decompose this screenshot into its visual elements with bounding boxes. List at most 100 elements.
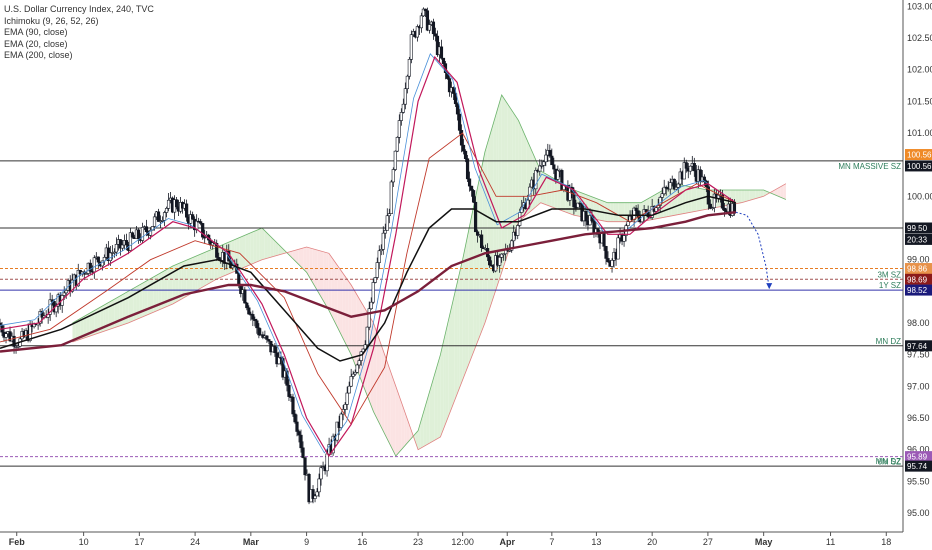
ichimoku-cloud-segment bbox=[175, 263, 179, 303]
candle-body bbox=[369, 301, 373, 310]
candle-body bbox=[606, 258, 610, 262]
candle-body bbox=[596, 228, 600, 235]
candle-body bbox=[373, 277, 377, 283]
ichimoku-cloud-segment bbox=[128, 289, 131, 323]
candle-body bbox=[385, 215, 389, 231]
ichimoku-cloud-segment bbox=[392, 378, 396, 456]
candle-body bbox=[654, 207, 658, 212]
candle-body bbox=[273, 346, 277, 353]
candle-body bbox=[293, 413, 297, 423]
ichimoku-cloud-segment bbox=[94, 308, 98, 335]
candle-body bbox=[351, 373, 355, 377]
ichimoku-cloud-segment bbox=[86, 313, 90, 338]
ichimoku-cloud-segment bbox=[431, 373, 435, 442]
candle-body bbox=[40, 311, 44, 318]
ichimoku-cloud-segment bbox=[97, 307, 101, 334]
candle-body bbox=[447, 78, 452, 93]
ichimoku-cloud-segment bbox=[376, 330, 380, 423]
ichimoku-cloud-segment bbox=[275, 241, 279, 256]
ichimoku-cloud-segment bbox=[72, 321, 76, 342]
candle-body bbox=[144, 226, 149, 233]
candle-body bbox=[48, 299, 52, 315]
ichimoku-cloud-segment bbox=[540, 171, 544, 204]
projection-path bbox=[735, 211, 770, 289]
candle-body bbox=[377, 250, 381, 263]
ichimoku-cloud-segment bbox=[150, 277, 154, 314]
x-tick-label: Mar bbox=[243, 537, 260, 547]
ichimoku-cloud-segment bbox=[618, 202, 622, 222]
ichimoku-cloud-segment bbox=[259, 228, 262, 261]
ichimoku-cloud-segment bbox=[323, 251, 327, 306]
candle-body bbox=[479, 234, 484, 248]
ichimoku-cloud-segment bbox=[680, 184, 683, 215]
ichimoku-cloud-segment bbox=[384, 354, 388, 440]
candle-body bbox=[371, 282, 375, 303]
candle-body bbox=[255, 320, 259, 329]
ichimoku-cloud-segment bbox=[256, 229, 260, 263]
ichimoku-cloud-segment bbox=[746, 190, 750, 202]
candle-body bbox=[650, 206, 654, 218]
ichimoku-cloud-segment bbox=[242, 235, 246, 268]
candle-body bbox=[435, 35, 440, 56]
candle-body bbox=[267, 339, 271, 342]
price-tag bbox=[905, 222, 932, 234]
level-label: MN DZ bbox=[876, 337, 901, 346]
price-tag bbox=[905, 149, 932, 161]
ichimoku-cloud-segment bbox=[136, 285, 140, 320]
y-tick-label: 95.50 bbox=[907, 476, 930, 486]
ichimoku-cloud-segment bbox=[429, 383, 432, 444]
candle-body bbox=[502, 253, 506, 256]
y-tick-label: 97.50 bbox=[907, 350, 930, 360]
candle-body bbox=[682, 162, 686, 180]
ichimoku-cloud-segment bbox=[381, 346, 385, 434]
ichimoku-cloud-segment bbox=[91, 310, 95, 336]
ichimoku-cloud-segment bbox=[211, 248, 215, 282]
candle-body bbox=[712, 193, 716, 208]
ichimoku-cloud-segment bbox=[142, 281, 145, 318]
candle-body bbox=[425, 10, 430, 31]
candle-body bbox=[339, 413, 343, 428]
x-tick-label: 7 bbox=[549, 537, 554, 547]
candle-body bbox=[199, 221, 203, 224]
candle-body bbox=[297, 431, 301, 436]
candle-body bbox=[335, 421, 339, 441]
candle-body bbox=[552, 164, 556, 170]
price-tag bbox=[905, 273, 932, 285]
candle-body bbox=[96, 256, 100, 263]
candle-body bbox=[301, 447, 305, 458]
ichimoku-cloud-segment bbox=[451, 295, 455, 409]
ichimoku-cloud-segment bbox=[195, 255, 198, 292]
ichimoku-cloud-segment bbox=[379, 338, 382, 429]
ichimoku-cloud-segment bbox=[200, 252, 204, 289]
ichimoku-cloud-segment bbox=[398, 394, 402, 453]
ichimoku-cloud-segment bbox=[172, 264, 176, 304]
candle-body bbox=[556, 170, 560, 180]
ichimoku-cloud-segment bbox=[156, 273, 159, 312]
ichimoku-cloud-segment bbox=[78, 318, 81, 341]
ichimoku-cloud-segment bbox=[471, 205, 474, 359]
candle-body bbox=[367, 308, 371, 328]
ichimoku-cloud-segment bbox=[468, 219, 472, 366]
ichimoku-cloud-segment bbox=[702, 188, 706, 211]
ichimoku-cloud-segment bbox=[599, 199, 602, 221]
ichimoku-cloud-segment bbox=[390, 370, 393, 451]
candle-body bbox=[130, 232, 135, 238]
candle-body bbox=[550, 155, 554, 166]
ichimoku-cloud-segment bbox=[144, 280, 148, 316]
candle-body bbox=[461, 144, 466, 152]
candle-body bbox=[0, 322, 2, 326]
ichimoku-cloud-segment bbox=[206, 250, 210, 285]
candle-body bbox=[247, 307, 251, 315]
ichimoku-cloud-segment bbox=[596, 198, 600, 221]
candle-body bbox=[363, 344, 367, 350]
candle-body bbox=[313, 495, 317, 499]
ichimoku-cloud-segment bbox=[395, 386, 399, 456]
ichimoku-cloud-segment bbox=[496, 104, 499, 290]
y-tick-label: 101.00 bbox=[907, 128, 932, 138]
candle-body bbox=[399, 112, 403, 121]
price-tag-label: 98.69 bbox=[907, 275, 928, 284]
level-label: 3M SZ bbox=[877, 270, 901, 279]
candle-body bbox=[439, 46, 444, 59]
ichimoku-cloud-segment bbox=[248, 232, 251, 266]
